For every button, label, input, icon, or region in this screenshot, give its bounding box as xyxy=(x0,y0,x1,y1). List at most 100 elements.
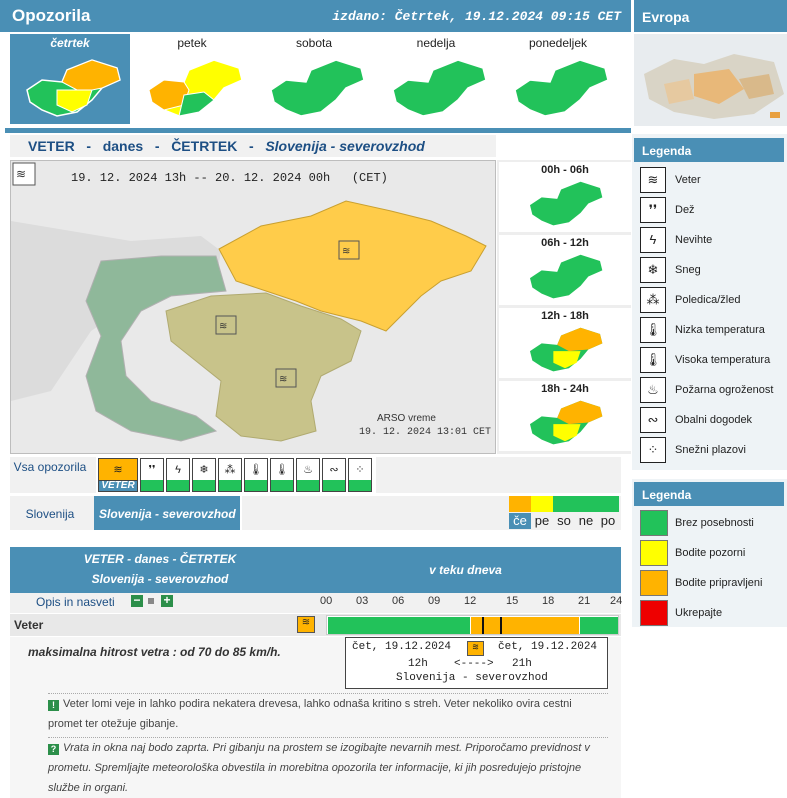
advice-text: Vrata in okna naj bodo zaprta. Pri giban… xyxy=(48,742,590,794)
slovenia-warning-map-icon xyxy=(26,59,121,117)
map-credit: ARSO vreme xyxy=(377,413,436,424)
legend-label: Nizka temperatura xyxy=(675,324,765,336)
title-day: danes xyxy=(102,138,144,154)
filter-rain-button[interactable]: ❜❜ xyxy=(140,458,164,492)
neutral-button[interactable] xyxy=(148,598,154,604)
svg-text:≋: ≋ xyxy=(16,167,26,181)
time-slot-12-18[interactable]: 12h - 18h xyxy=(499,308,631,378)
lightning-icon: ϟ xyxy=(167,459,189,481)
filter-avalanche-button[interactable]: ⁘ xyxy=(348,458,372,492)
filter-snow-button[interactable]: ❄ xyxy=(192,458,216,492)
day-label: nedelja xyxy=(416,36,456,50)
info-region: Slovenija - severovzhod xyxy=(396,672,548,684)
time-slot-00-06[interactable]: 00h - 06h xyxy=(499,162,631,232)
hour-tick: 21 xyxy=(578,595,591,607)
day-tab-monday[interactable]: ponedeljek xyxy=(498,34,618,124)
expand-button[interactable]: + xyxy=(161,594,173,607)
slovenia-regions-map: ≋ ≋ ≋ ≋ xyxy=(11,161,495,453)
main-warning-map[interactable]: ≋ ≋ ≋ ≋ 19. 12. 2024 13h -- 20. 12. 2024… xyxy=(10,160,496,454)
hour-tick: 18 xyxy=(542,595,555,607)
wind-icon: ≋ xyxy=(99,459,137,481)
hour-tick: 24 xyxy=(610,595,623,607)
detail-title: VETER - danes - ČETRTEK xyxy=(83,552,237,566)
impact-text: Veter lomi veje in lahko podira nekatera… xyxy=(48,698,572,730)
slot-label: 18h - 24h xyxy=(541,383,589,395)
time-slot-18-24[interactable]: 18h - 24h xyxy=(499,381,631,451)
title-type: VETER xyxy=(28,138,75,154)
day-label: četrtek xyxy=(50,36,90,50)
europe-map-graphic xyxy=(634,34,787,126)
day-abbr[interactable]: ne xyxy=(578,513,594,528)
day-abbr-selected[interactable]: če xyxy=(509,513,531,529)
thermometer-high-icon: 🌡 xyxy=(271,459,293,481)
day-abbr[interactable]: so xyxy=(557,513,571,528)
filter-storm-button[interactable]: ϟ xyxy=(166,458,190,492)
svg-text:≋: ≋ xyxy=(219,321,227,332)
filter-low-temp-button[interactable]: 🌡 xyxy=(244,458,268,492)
filter-high-temp-button[interactable]: 🌡 xyxy=(270,458,294,492)
map-credit-time: 19. 12. 2024 13:01 CET xyxy=(359,427,492,438)
advice-note: ? Vrata in okna naj bodo zaprta. Pri giba… xyxy=(48,737,608,798)
warning-timeline[interactable] xyxy=(326,615,619,635)
day-color-cell xyxy=(509,496,531,512)
max-speed-text: maksimalna hitrost vetra : od 70 do 85 k… xyxy=(28,645,281,659)
filter-coastal-button[interactable]: ∾ xyxy=(322,458,346,492)
all-warnings-label: Vsa opozorila xyxy=(13,460,87,474)
time-slot-06-12[interactable]: 06h - 12h xyxy=(499,235,631,305)
level-swatch xyxy=(640,570,668,596)
slot-map-icon xyxy=(530,327,603,372)
region-selected-button[interactable]: Slovenija - severovzhod xyxy=(94,496,240,530)
legend-label: Visoka temperatura xyxy=(675,354,771,366)
day-tab-friday[interactable]: petek xyxy=(132,34,252,124)
day-abbr[interactable]: po xyxy=(600,513,616,528)
timeline-marker xyxy=(500,617,502,634)
filter-wind-button[interactable]: ≋ VETER xyxy=(98,458,138,492)
panel-title: VETER - danes - ČETRTEK - Slovenija - se… xyxy=(10,135,496,157)
europe-link[interactable]: Evropa xyxy=(634,0,787,32)
avalanche-icon: ⁘ xyxy=(349,459,371,481)
day-tab-sunday[interactable]: nedelja xyxy=(376,34,496,124)
detail-header: VETER - danes - ČETRTEK Slovenija - seve… xyxy=(10,547,621,593)
snowflake-icon: ❄ xyxy=(640,257,666,283)
map-from: 19. 12. 2024 13h xyxy=(71,171,187,185)
impact-note: ! Veter lomi veje in lahko podira nekater… xyxy=(48,693,608,737)
wind-row-label: Veter xyxy=(14,618,44,632)
top-bar: Opozorila izdano: Četrtek, 19.12.2024 09… xyxy=(0,0,631,32)
region-label: Slovenija xyxy=(25,507,75,521)
lightning-icon: ϟ xyxy=(640,227,666,253)
level-label: Bodite pozorni xyxy=(675,547,746,559)
collapse-button[interactable]: − xyxy=(131,594,143,607)
divider xyxy=(5,128,631,133)
filter-selected-label: VETER xyxy=(101,480,135,491)
legend-label: Dež xyxy=(675,204,695,216)
timeline-green xyxy=(580,617,618,634)
day-color-cell xyxy=(531,496,553,512)
info-hour-to: 21h xyxy=(512,658,532,670)
day-color-cell xyxy=(597,496,619,512)
thermometer-low-icon: 🌡 xyxy=(640,317,666,343)
snowflake-icon: ❄ xyxy=(193,459,215,481)
legend-label: Poledica/žled xyxy=(675,294,741,306)
slot-map-icon xyxy=(530,400,603,445)
wind-icon: ≋ xyxy=(297,616,315,633)
hour-tick: 06 xyxy=(392,595,405,607)
slot-map-icon xyxy=(530,181,603,226)
level-label: Bodite pripravljeni xyxy=(675,577,763,589)
slovenia-warning-map-icon xyxy=(514,59,609,117)
title-sep: - xyxy=(248,138,254,154)
rain-icon: ❜❜ xyxy=(141,459,163,481)
wind-icon: ≋ xyxy=(467,641,484,656)
filter-fire-button[interactable]: ♨ xyxy=(296,458,320,492)
day-abbr[interactable]: pe xyxy=(534,513,550,528)
svg-text:≋: ≋ xyxy=(342,246,350,257)
day-tab-thursday[interactable]: četrtek xyxy=(10,34,130,124)
day-label: ponedeljek xyxy=(528,36,588,50)
ice-icon: ⁂ xyxy=(640,287,666,313)
day-tab-saturday[interactable]: sobota xyxy=(254,34,374,124)
legend-label: Snežni plazovi xyxy=(675,444,746,456)
warning-info-box: čet, 19.12.2024 ≋ čet, 19.12.2024 12h <-… xyxy=(345,637,608,689)
filter-ice-button[interactable]: ⁂ xyxy=(218,458,242,492)
legend-label: Požarna ogroženost xyxy=(675,384,774,396)
europe-map-thumbnail[interactable] xyxy=(634,34,787,126)
timeline-marker xyxy=(482,617,484,634)
